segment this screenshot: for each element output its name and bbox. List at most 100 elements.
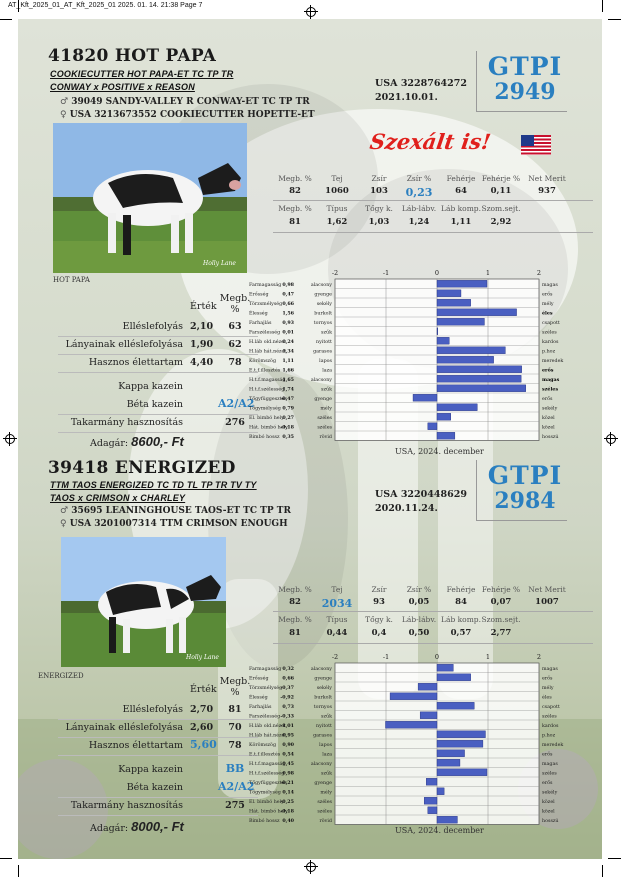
right-extreme-label: csapott <box>542 320 560 326</box>
table-row-label: Kappa kazein <box>118 381 183 392</box>
left-extreme-label: tornyos <box>314 704 333 710</box>
left-extreme-label: lapos <box>319 742 332 748</box>
bar <box>417 683 438 691</box>
left-extreme-label: sekély <box>317 684 333 691</box>
stats-value: 0,44 <box>326 628 348 638</box>
right-extreme-label: erős <box>542 750 553 757</box>
bar <box>436 365 522 373</box>
table-row-reliability: 78 <box>228 357 242 368</box>
bull-name: 39418 ENERGIZED <box>48 458 236 478</box>
print-slug: AT_Kft_2025_01_AT_Kft_2025_01 2025. 01. … <box>8 2 203 9</box>
table-row-label: Lányainak elléslefolyása <box>65 722 183 733</box>
bar <box>436 289 462 297</box>
stats-value: 64 <box>455 186 467 196</box>
left-extreme-label: mély <box>320 788 332 795</box>
stats-value: 1,24 <box>408 217 430 227</box>
production-stats: Megb. % Tej Zsír Zsír % Fehérje Fehérje % Net … <box>273 585 593 645</box>
stats-header: Szom.sejt. <box>481 615 521 624</box>
category-label: H.t.f.szélesség <box>249 769 284 776</box>
calving-table: Érték Megb. % Elléslefolyás 2,70 81 Lányainak… <box>38 672 268 832</box>
category-label: Körömszög <box>249 742 276 748</box>
stats-header: Zsír % <box>406 174 432 183</box>
table-row-divider <box>58 336 258 337</box>
price-line: Adagár: 8600,- Ft <box>90 434 184 449</box>
photo-caption: HOT PAPA <box>53 276 90 284</box>
stats-header: Tőgy k. <box>365 615 393 624</box>
category-label: El. bimbó hely. <box>249 414 285 421</box>
bar <box>436 432 456 440</box>
stats-header: Megb. % <box>278 615 312 624</box>
stats-header: Típus <box>326 204 348 213</box>
registration-mark-bottom <box>304 860 318 874</box>
stats-value: 1060 <box>325 186 349 196</box>
category-label: Tőgyfüggesztés <box>249 779 287 786</box>
left-extreme-label: burkolt <box>314 694 332 700</box>
category-label: Farszélesség <box>249 712 280 719</box>
registration-number: USA 3228764272 <box>375 78 467 89</box>
table-row-divider <box>58 737 258 738</box>
stats-header: Megb. % <box>278 204 312 213</box>
right-extreme-label: magas <box>542 377 560 383</box>
right-extreme-label: magas <box>542 762 558 767</box>
right-extreme-label: mély <box>542 684 554 691</box>
bar <box>436 740 484 748</box>
bar <box>385 721 438 729</box>
right-extreme-label: erős <box>542 779 553 786</box>
data-label: 0,73 <box>282 704 294 710</box>
gtpi-frame <box>476 51 567 112</box>
table-header-reliability: Megb. % <box>219 293 251 315</box>
bull-name: 41820 HOT PAPA <box>48 46 217 66</box>
table-row-label: Hasznos élettartam <box>88 740 183 751</box>
right-extreme-label: széles <box>542 385 558 392</box>
stats-value: 2,77 <box>490 628 512 638</box>
table-header-value: Érték <box>190 301 217 312</box>
table-row-label: Elléslefolyás <box>122 321 183 332</box>
category-label: Farmagasság <box>249 665 281 672</box>
table-row-value: 5,60 <box>190 738 217 751</box>
dam-name: USA 3201007314 TTM CRIMSON ENOUGH <box>69 519 288 529</box>
table-row-label: Takarmány hasznosítás <box>70 800 183 811</box>
table-row-divider <box>58 815 258 816</box>
registration-mark-right <box>604 432 618 446</box>
data-label: 0,27 <box>282 415 294 421</box>
bar <box>436 308 517 316</box>
bar <box>436 299 471 307</box>
gtpi-box: GTPI 2949 <box>480 53 570 105</box>
data-label: 0,98 <box>282 770 294 776</box>
stats-header: Net Merit <box>528 585 566 594</box>
data-label: 1,34 <box>282 348 294 354</box>
left-extreme-label: tornyos <box>314 320 333 326</box>
bar <box>436 702 475 710</box>
bar <box>436 768 488 776</box>
left-extreme-label: széles <box>317 423 332 430</box>
gtpi-label: GTPI <box>487 52 563 81</box>
left-extreme-label: lapos <box>319 358 332 364</box>
stats-header: Megb. % <box>278 585 312 594</box>
sexed-badge: Szexált is! <box>368 129 493 154</box>
left-extreme-label: laza <box>322 367 332 373</box>
data-label: 0,66 <box>282 301 294 307</box>
stats-divider <box>273 611 593 612</box>
bar <box>436 327 439 335</box>
left-extreme-label: alacsony <box>311 761 332 767</box>
stats-header: Zsír % <box>406 585 432 594</box>
stats-header: Zsír <box>371 174 387 183</box>
category-label: Farmagasság <box>249 281 281 288</box>
bar <box>436 384 526 392</box>
chart-caption: USA, 2024. december <box>395 826 484 835</box>
table-row-reliability: BB <box>225 762 245 775</box>
price-value: 8000,- Ft <box>131 819 184 834</box>
right-extreme-label: erős <box>542 290 553 297</box>
bar <box>427 422 438 430</box>
data-label: -0,18 <box>280 808 294 814</box>
data-label: 0,24 <box>282 339 294 345</box>
stats-value: 1,11 <box>450 217 472 227</box>
data-label: -0,92 <box>280 694 294 700</box>
x-tick-label: -2 <box>332 269 338 277</box>
category-label: Farszélesség <box>249 328 280 335</box>
stats-header: Szom.sejt. <box>481 204 521 213</box>
table-row-reliability: A2/A2 <box>218 397 255 410</box>
price-label: Adagár: <box>90 438 129 449</box>
category-label: Tőgyfüggesztés <box>249 395 287 402</box>
bar <box>419 711 438 719</box>
